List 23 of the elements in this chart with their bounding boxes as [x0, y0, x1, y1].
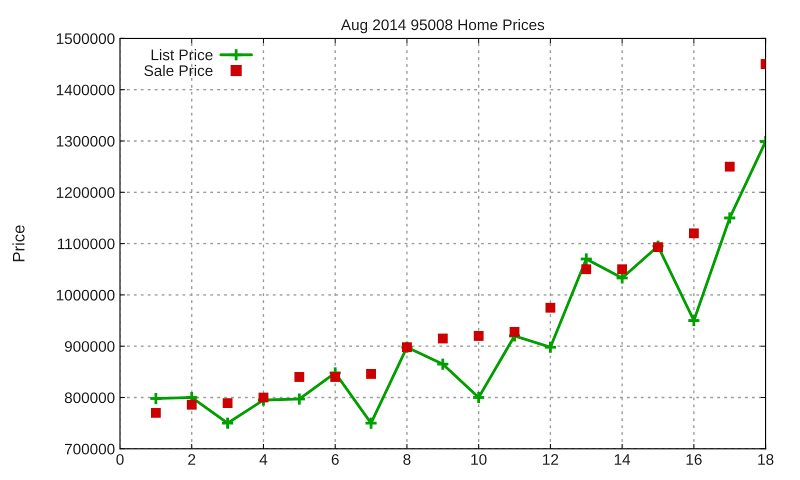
y-tick-label: 800000	[64, 392, 115, 404]
y-tick-label: 1000000	[56, 290, 115, 301]
legend-label: Sale Price	[144, 64, 213, 76]
x-tick-label: 12	[543, 454, 558, 465]
x-tick-label: 10	[471, 454, 487, 465]
x-tick-label: 0	[116, 454, 124, 465]
x-tick-label: 18	[758, 454, 774, 465]
y-tick-label: 1300000	[56, 136, 115, 147]
y-tick-label: 1100000	[58, 238, 115, 250]
y-tick-label: 1400000	[56, 84, 115, 96]
x-tick-label: 2	[188, 454, 196, 465]
y-tick-label: 700000	[64, 444, 115, 454]
y-tick-label: 1500000	[56, 33, 115, 44]
x-tick-label: 8	[403, 454, 411, 465]
x-tick-label: 16	[686, 454, 702, 465]
y-tick-label: 1200000	[56, 187, 115, 198]
x-tick-label: 4	[260, 454, 268, 465]
chart-title: Aug 2014 95008 Home Prices	[340, 18, 544, 34]
y-axis-title: Price	[12, 225, 25, 262]
x-tick-label: 14	[614, 454, 630, 465]
y-tick-label: 900000	[64, 341, 115, 352]
legend-label: List Price	[152, 49, 213, 60]
x-tick-label: 6	[332, 454, 339, 465]
